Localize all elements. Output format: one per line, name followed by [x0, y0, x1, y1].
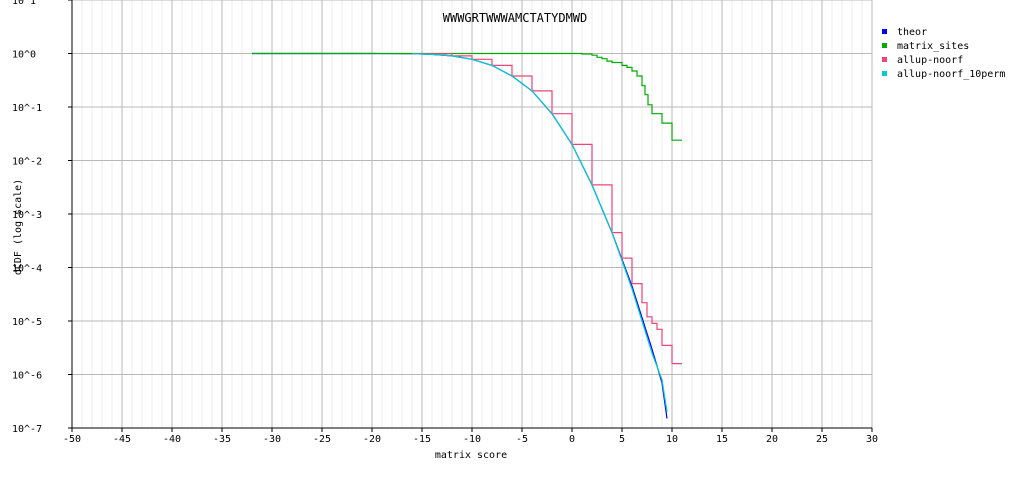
x-tick-label: 0 — [569, 434, 575, 445]
x-tick-label: -35 — [213, 434, 231, 445]
x-tick-label: -40 — [163, 434, 181, 445]
y-tick-label: 10^-6 — [12, 371, 42, 382]
y-axis-label: dCDF (log scale) — [13, 179, 24, 275]
x-tick-label: 15 — [716, 434, 728, 445]
legend-label-allup-noorf: allup-noorf — [897, 55, 963, 66]
x-tick-label: -50 — [63, 434, 81, 445]
x-tick-label: -30 — [263, 434, 281, 445]
x-tick-label: -10 — [463, 434, 481, 445]
y-tick-label: 10^-1 — [12, 103, 42, 114]
x-axis-label: matrix score — [435, 450, 507, 461]
x-tick-label: 5 — [619, 434, 625, 445]
x-tick-label: 30 — [866, 434, 878, 445]
x-tick-label: 25 — [816, 434, 828, 445]
x-tick-label: 10 — [666, 434, 678, 445]
series-line-matrix_sites — [252, 52, 682, 141]
y-tick-label: 10^0 — [12, 50, 36, 61]
y-tick-label: 10^-3 — [12, 210, 42, 221]
y-tick-label: 10^1 — [12, 0, 36, 7]
legend-label-matrix_sites: matrix_sites — [897, 41, 969, 52]
y-tick-label: 10^-4 — [12, 264, 42, 275]
x-tick-label: -45 — [113, 434, 131, 445]
legend-marker-allup-noorf — [882, 57, 887, 62]
y-tick-labels: 10^-7 10^-6 10^-5 10^-4 10^-3 10^-2 10^-1 10^0 1… — [12, 0, 42, 435]
series-layer — [252, 52, 682, 419]
x-tick-label: -5 — [516, 434, 528, 445]
legend-marker-theor — [882, 29, 887, 34]
y-tick-label: 10^-5 — [12, 317, 42, 328]
x-tick-label: -15 — [413, 434, 431, 445]
x-tick-label: -20 — [363, 434, 381, 445]
legend-marker-matrix_sites — [882, 43, 887, 48]
y-tick-label: 10^-7 — [12, 424, 42, 435]
x-tick-labels: -50 -45 -40 -35 -30 -25 -20 -15 -10 -5 0 5 10 15 20 25 3… — [63, 434, 878, 445]
legend-marker-allup-noorf_10perm — [882, 71, 887, 76]
legend-label-theor: theor — [897, 27, 927, 38]
legend-label-allup-noorf_10perm: allup-noorf_10perm — [897, 69, 1005, 80]
x-tick-label: -25 — [313, 434, 331, 445]
series-line-allup-noorf_10perm — [411, 53, 668, 412]
axes — [68, 0, 873, 432]
y-tick-label: 10^-2 — [12, 157, 42, 168]
legend: theor matrix_sites allup-noorf allup-noorf_… — [882, 27, 1005, 80]
series-line-allup-noorf — [412, 53, 682, 365]
x-tick-label: 20 — [766, 434, 778, 445]
chart-title: WWWGRTWWWAMCTATYDMWD — [443, 11, 588, 25]
